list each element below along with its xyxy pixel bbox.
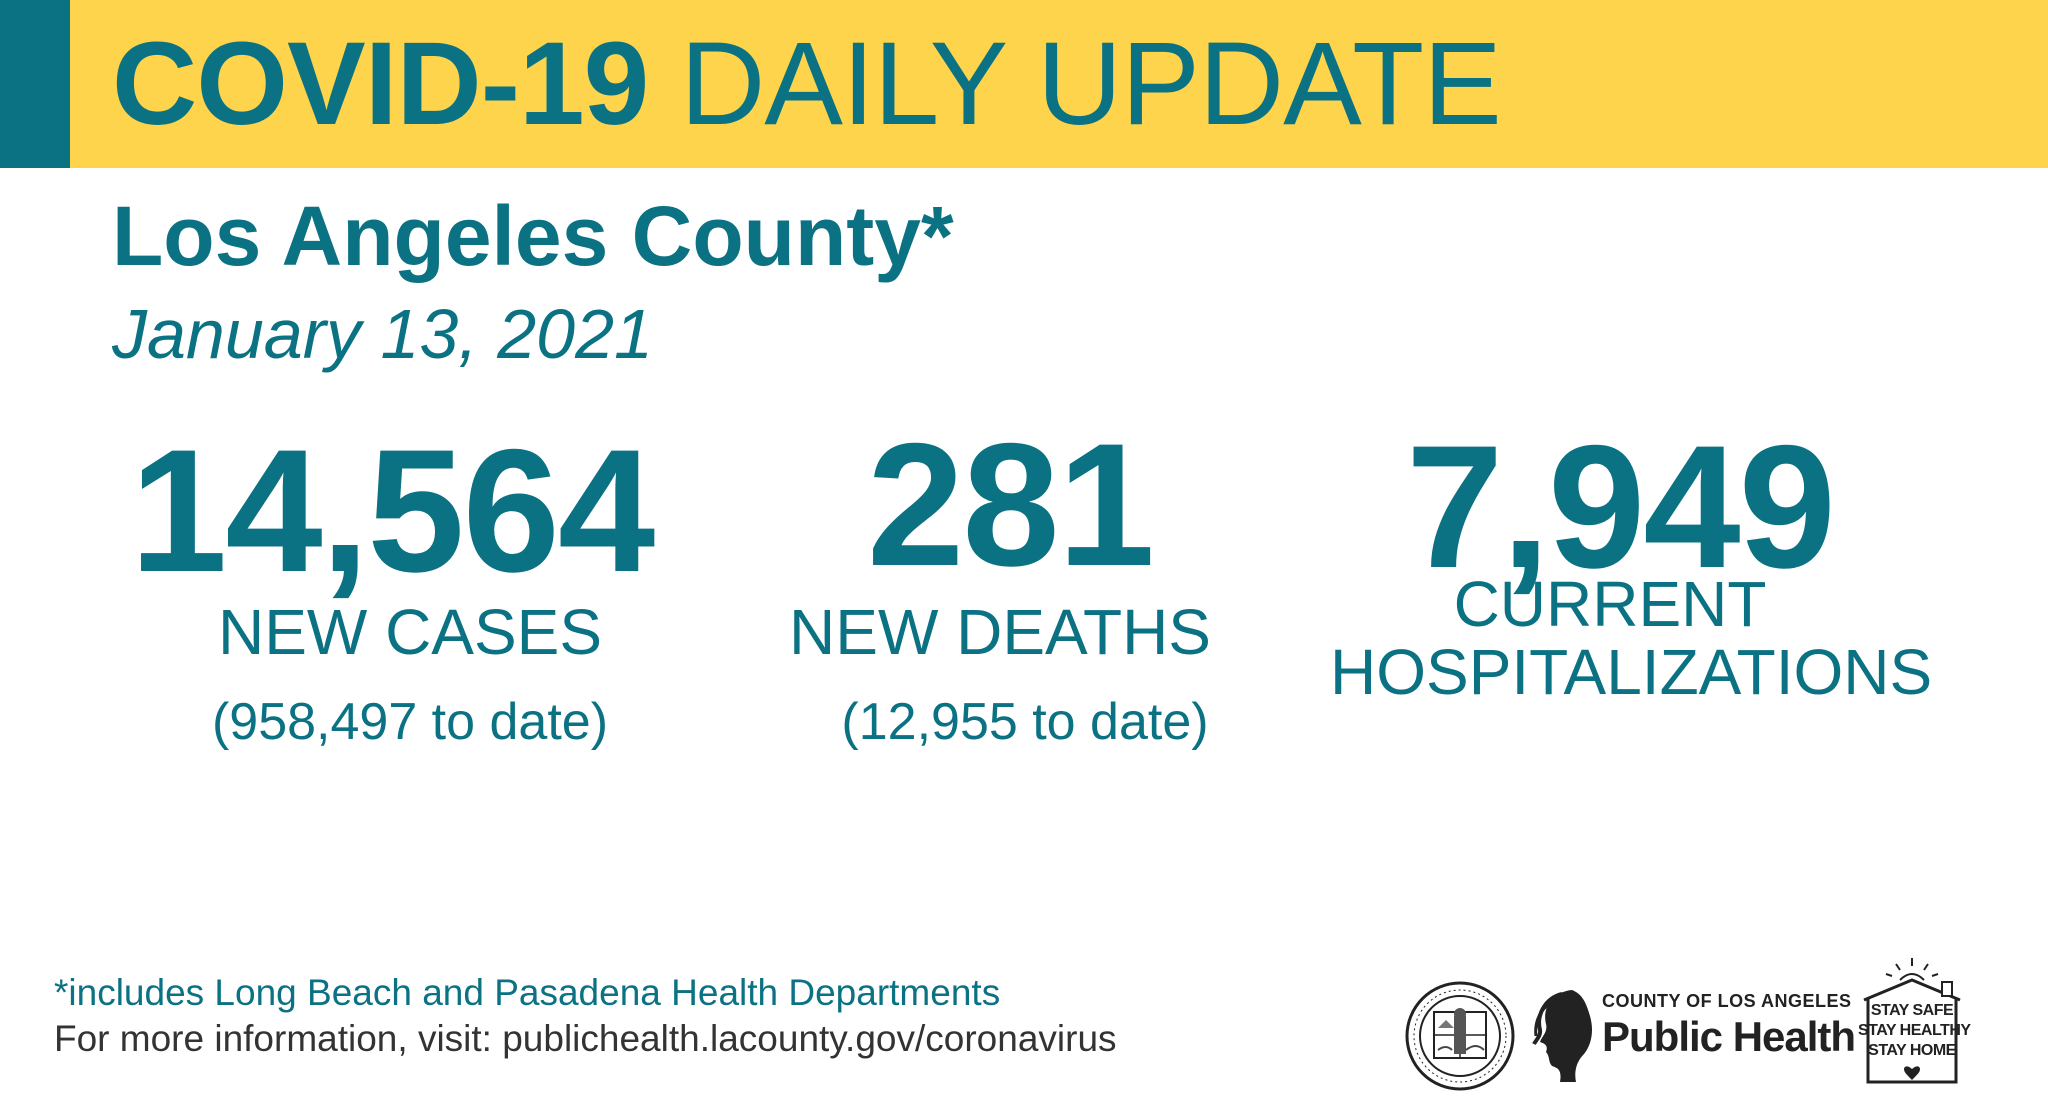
- new-cases-label: NEW CASES: [217, 596, 603, 668]
- stay-home-text: STAY HOME: [1868, 1042, 1956, 1059]
- header-title: COVID-19 DAILY UPDATE: [112, 18, 1502, 150]
- more-info-link-text: For more information, visit: publichealt…: [54, 1018, 1117, 1059]
- new-deaths-number: 281: [867, 408, 1155, 603]
- stay-safe-text: STAY SAFE: [1870, 1002, 1954, 1019]
- hospitalizations-label-line1: CURRENT: [1453, 568, 1767, 640]
- deaths-to-date: (12,955 to date): [841, 693, 1209, 751]
- stay-safe-logo: STAY SAFE STAY HEALTHY STAY HOME: [1858, 956, 1971, 1088]
- report-date: January 13, 2021: [112, 295, 653, 373]
- header-title-bold: COVID-19: [112, 18, 649, 150]
- header-band: [0, 0, 2048, 168]
- county-seal-icon: [1404, 980, 1516, 1092]
- cases-to-date: (958,497 to date): [211, 693, 609, 751]
- hospitalizations-number: 7,949: [1406, 410, 1836, 605]
- public-health-county-text: COUNTY OF LOS ANGELES: [1602, 991, 1852, 1011]
- county-name: Los Angeles County*: [112, 189, 954, 283]
- header-title-light: DAILY UPDATE: [680, 18, 1502, 150]
- new-cases-number: 14,564: [130, 414, 655, 609]
- header-accent-bar: [0, 0, 70, 168]
- footnote: *includes Long Beach and Pasadena Health…: [54, 972, 1001, 1013]
- county-seal-graphic: [1405, 981, 1515, 1091]
- stay-healthy-text: STAY HEALTHY: [1858, 1022, 1971, 1039]
- hospitalizations-label-line2: HOSPITALIZATIONS: [1330, 636, 1933, 708]
- public-health-title-text: Public Health: [1602, 1013, 1856, 1060]
- stay-safe-house-icon: [1863, 958, 1961, 1084]
- public-health-logo: COUNTY OF LOS ANGELES Public Health: [1532, 982, 1856, 1092]
- new-deaths-label: NEW DEATHS: [789, 596, 1211, 668]
- public-health-profile-graphic: [1532, 990, 1592, 1082]
- public-health-profile-icon: [1532, 986, 1598, 1086]
